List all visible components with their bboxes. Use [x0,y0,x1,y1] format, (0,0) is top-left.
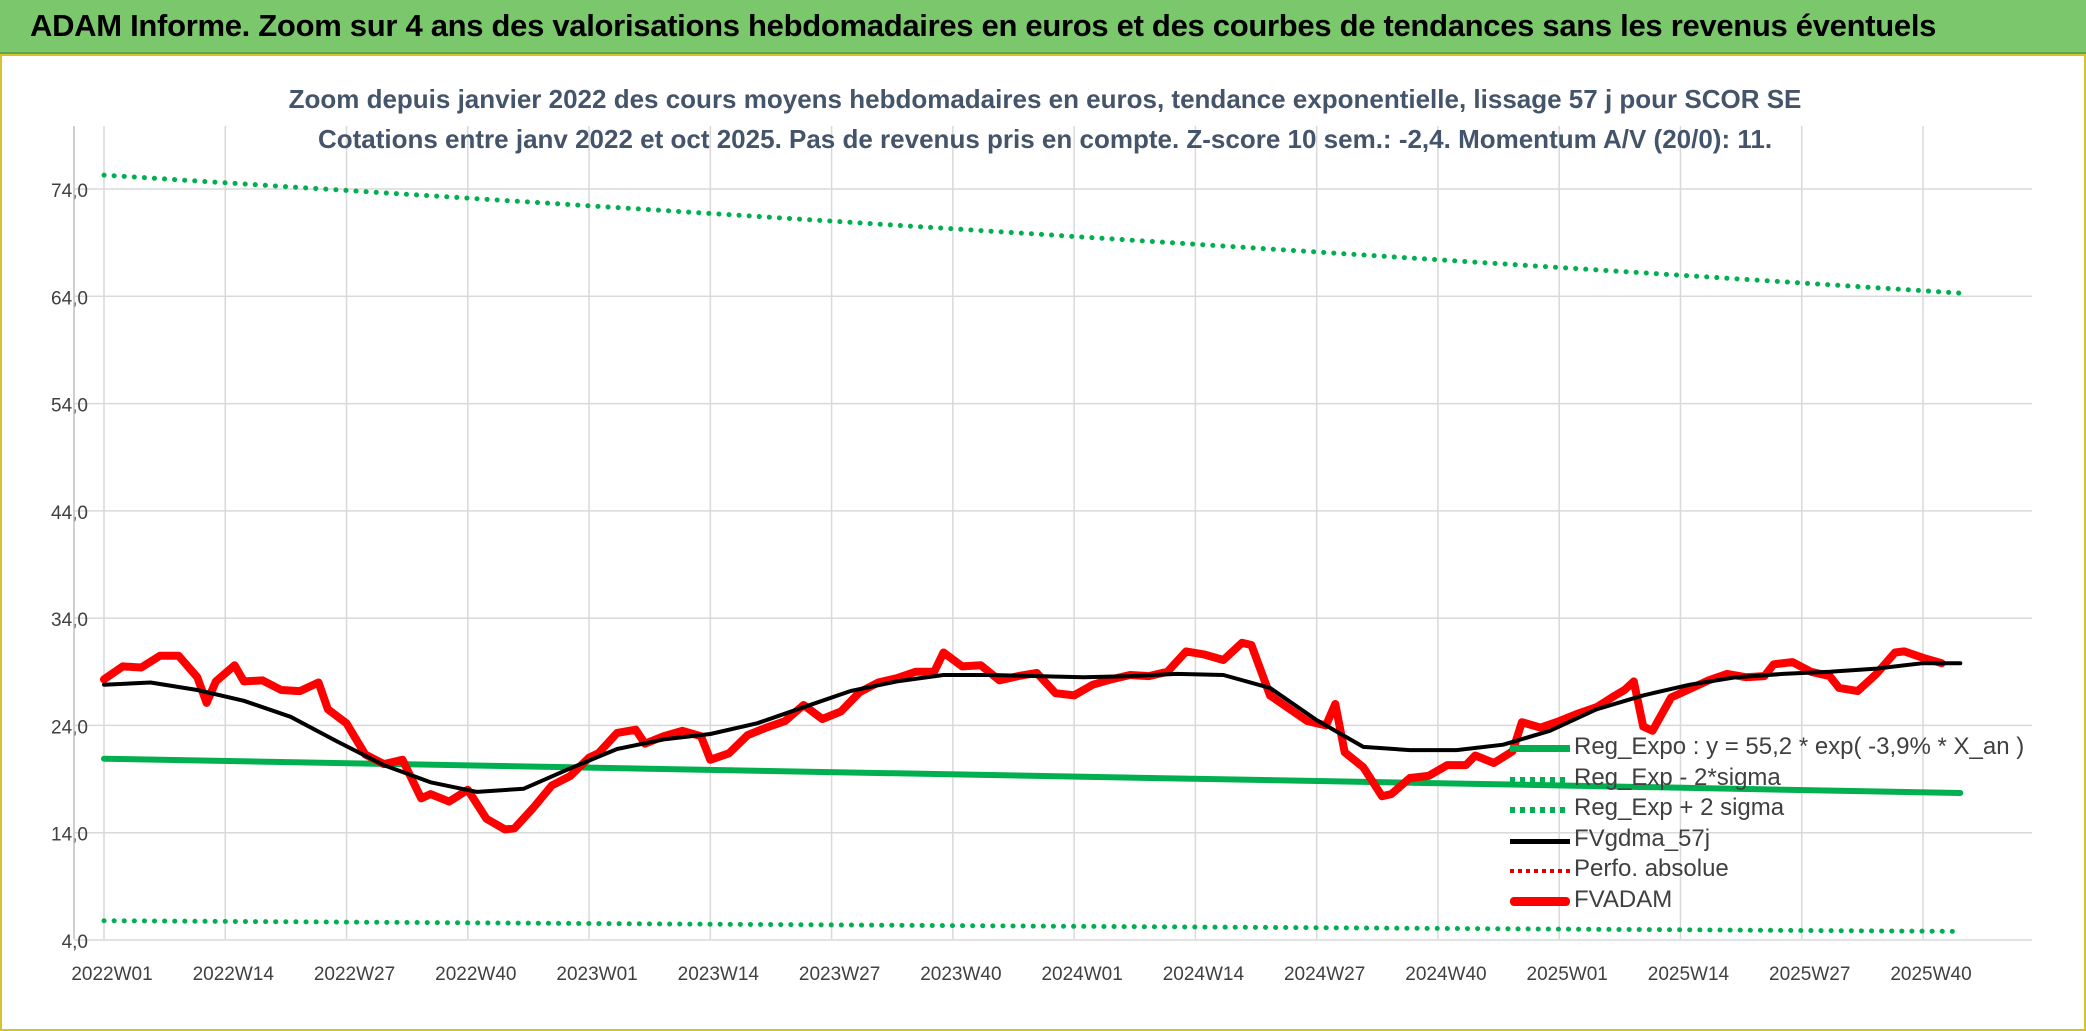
x-tick-label: 2022W40 [435,964,516,985]
y-tick-label: 14,0 [51,825,88,846]
y-tick-label: 44,0 [51,503,88,524]
x-tick-label: 2024W01 [1041,964,1122,985]
x-tick-label: 2023W01 [556,964,637,985]
x-tick-label: 2023W14 [678,964,760,985]
chart-subtitle: Cotations entre janv 2022 et oct 2025. P… [317,124,1773,154]
legend-label: FVgdma_57j [1574,824,1711,852]
series-line-0 [101,755,1964,796]
legend-swatch [1510,896,1570,906]
chart-frame: 74,0 64,0 54,0 44,0 34,0 24,0 14,0 4,0 2022W01 20… [0,54,2086,1031]
x-tick-label: 2025W14 [1648,964,1730,985]
legend-label: Reg_Expo : y = 55,2 * exp( -3,9% * X_an … [1574,733,2025,760]
y-tick-label: 34,0 [51,610,88,631]
x-tick-label: 2025W27 [1769,964,1850,985]
legend-label: FVADAM [1574,885,1673,913]
y-tick-label: 4,0 [62,932,88,953]
x-tick-label: 2023W40 [920,964,1001,985]
x-tick-label: 2022W27 [314,964,395,985]
legend-label: Reg_Exp + 2 sigma [1574,794,1785,821]
legend-label: Perfo. absolue [1574,855,1729,882]
x-tick-label: 2022W01 [71,964,152,985]
chart-title: Zoom depuis janvier 2022 des cours moyen… [288,84,1802,114]
legend-swatch [1510,838,1570,844]
x-tick-label: 2023W27 [799,964,880,985]
legend-swatch [1510,776,1570,783]
y-tick-label: 74,0 [51,181,88,202]
y-tick-label: 64,0 [51,288,88,309]
x-tick-label: 2024W40 [1405,964,1486,985]
y-tick-label: 54,0 [51,396,88,417]
legend-label: Reg_Exp - 2*sigma [1574,763,1781,791]
line-chart: 74,0 64,0 54,0 44,0 34,0 24,0 14,0 4,0 2022W01 20… [51,126,2032,985]
x-tick-label: 2025W40 [1890,964,1971,985]
report-title: ADAM Informe. Zoom sur 4 ans des valoris… [30,8,1937,43]
x-tick-label: 2025W01 [1527,964,1608,985]
x-tick-label: 2024W14 [1163,964,1245,985]
x-tick-label: 2024W27 [1284,964,1365,985]
legend-swatch [1510,745,1570,752]
legend-swatch [1510,869,1570,873]
y-tick-label: 24,0 [51,717,88,738]
report-banner: ADAM Informe. Zoom sur 4 ans des valoris… [0,0,2086,54]
x-tick-label: 2022W14 [193,964,275,985]
series-line-3 [102,661,1963,794]
series-line-1 [101,918,1963,934]
legend-swatch [1510,807,1570,813]
series-line-2 [101,172,1963,296]
